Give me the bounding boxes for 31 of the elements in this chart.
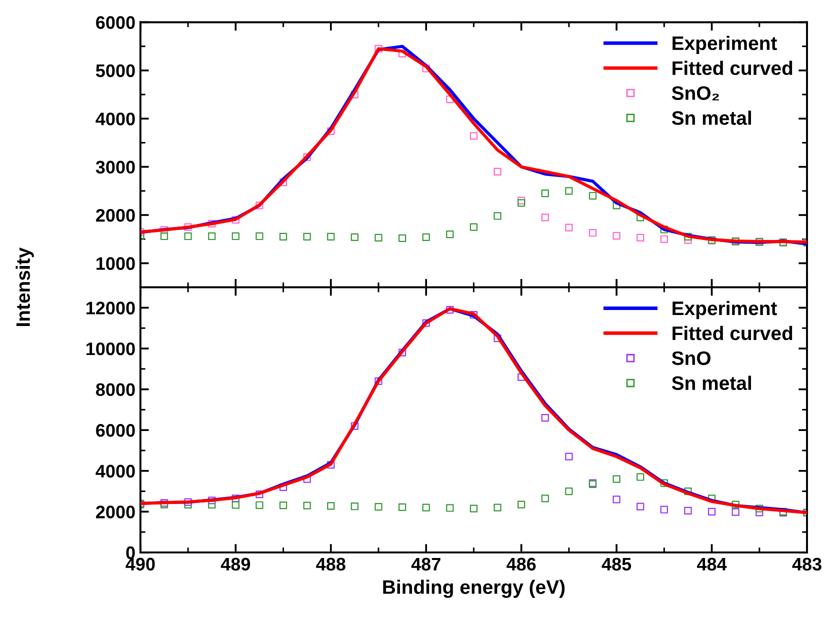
legend-label: Experiment: [672, 300, 777, 320]
y-tick-label: 4000: [96, 112, 135, 126]
x-axis-title: Binding energy (eV): [383, 580, 565, 598]
y-tick-label: 6000: [96, 16, 135, 29]
y-tick-label: 2000: [96, 506, 135, 518]
legend-label: Fitted curved: [672, 60, 792, 76]
y-tick-label: 0: [126, 546, 135, 560]
legend-label: Experiment: [672, 36, 777, 54]
y-tick-label: 3000: [96, 160, 135, 174]
y-tick-label: 5000: [96, 64, 135, 78]
legend-label: Sn metal: [672, 376, 751, 390]
x-tick-label: 485: [602, 558, 632, 571]
legend-label: SnO₂: [672, 86, 719, 100]
y-tick-label: 1000: [96, 257, 135, 270]
y-axis-title: Intensity: [16, 247, 34, 326]
x-tick-label: 488: [316, 558, 346, 571]
y-tick-label: 6000: [96, 424, 135, 437]
legend-label: Sn metal: [672, 110, 751, 125]
x-tick-label: 483: [792, 558, 822, 571]
y-tick-label: 10000: [86, 342, 135, 356]
x-tick-label: 489: [220, 558, 250, 571]
legend-label: SnO: [672, 351, 710, 366]
x-tick-label: 490: [126, 558, 155, 571]
y-tick-label: 2000: [96, 208, 135, 222]
x-tick-label: 487: [411, 558, 440, 571]
y-tick-label: 8000: [96, 383, 135, 396]
x-tick-label: 486: [506, 558, 536, 571]
x-tick-label: 484: [696, 558, 727, 571]
y-tick-label: 12000: [86, 302, 135, 314]
legend-label: Fitted curved: [672, 326, 792, 340]
y-tick-label: 4000: [96, 464, 135, 478]
